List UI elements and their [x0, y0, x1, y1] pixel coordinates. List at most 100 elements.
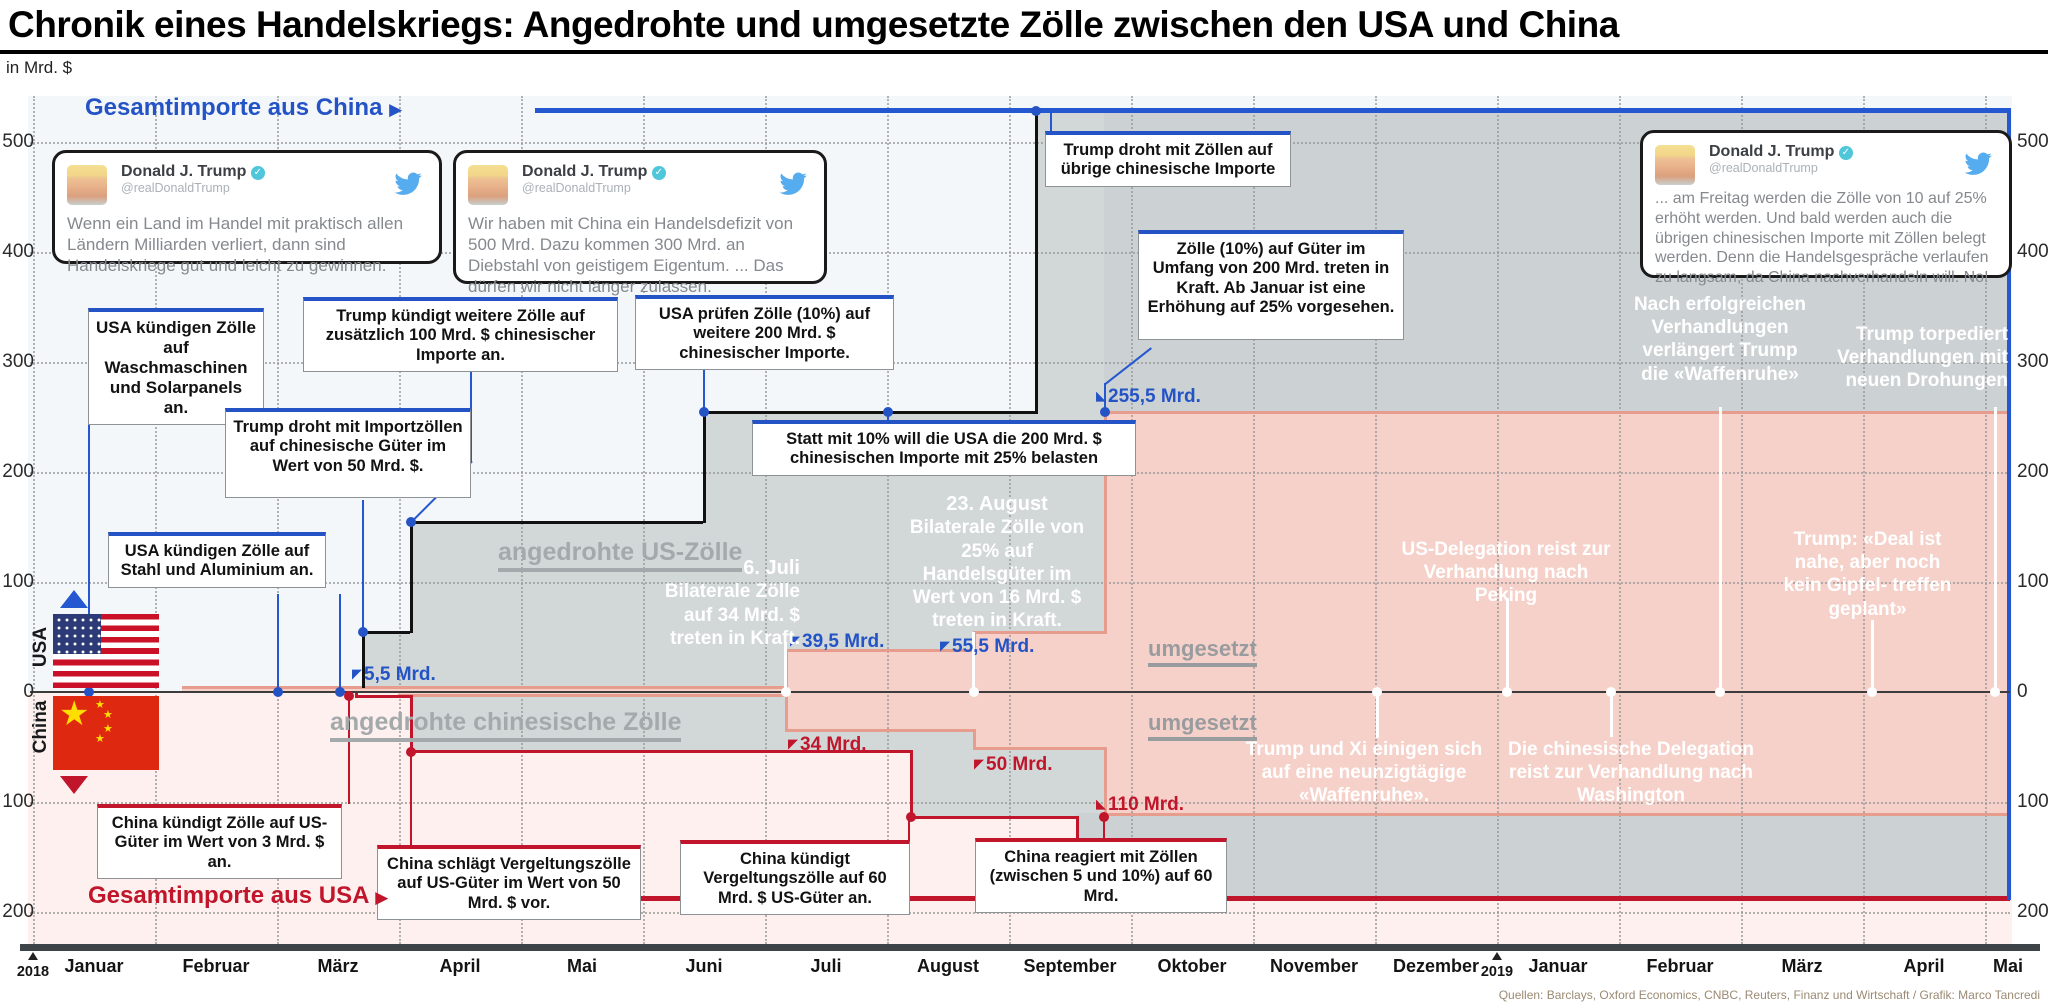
event-dot [1031, 106, 1041, 116]
month-label: April [439, 956, 481, 976]
axis-right-300: 300 [2017, 351, 2048, 372]
china-flag-icon: ★ ★ ★ ★ ★ [53, 695, 159, 770]
line-implemented-cn [785, 694, 788, 731]
label-threatened-cn: angedrohte chinesische Zölle [330, 708, 682, 742]
line-implemented-us [1104, 411, 1107, 634]
tweet-header: Donald J. Trump ✓ @realDonaldTrump [1709, 143, 1995, 185]
tweet-header: Donald J. Trump ✓ @realDonaldTrump [121, 163, 425, 205]
year-label-2018: 2018 [16, 964, 50, 980]
month-label: März [317, 956, 359, 976]
event-dot [1100, 407, 1110, 417]
month-label: Januar [1528, 956, 1588, 976]
area-implemented-us [1104, 411, 2010, 692]
value-label-39-5: ◤ 39,5 Mrd. [790, 631, 885, 652]
connector-blue [703, 352, 705, 411]
gridline-month [1131, 96, 1133, 944]
label-implemented-us: umgesetzt [1148, 636, 1257, 667]
area-implemented-us [182, 686, 785, 692]
note-200-in-force: Zölle (10%) auf Güter im Umfang von 200 … [1138, 230, 1404, 340]
line-threatened-cn [910, 750, 913, 818]
line-implemented-us [973, 631, 1104, 634]
year-marker-icon [28, 952, 38, 960]
connector-red [410, 752, 412, 845]
note-steel-aluminium: USA kündigen Zölle auf Stahl und Alumini… [108, 532, 326, 588]
axis-right-400: 400 [2017, 241, 2048, 262]
axis-right-500: 500 [2017, 131, 2048, 152]
value-label-34: ◤ 34 Mrd. [788, 734, 867, 755]
line-threatened-cn [910, 816, 1079, 819]
gridline-month [765, 96, 767, 944]
usa-flag-canton [53, 614, 101, 654]
line-implemented-cn [1104, 813, 2010, 816]
side-label-china: China [30, 700, 51, 754]
line-total-imports-china [535, 108, 2010, 113]
line-threatened-us [703, 411, 1038, 414]
connector-white [1506, 598, 1509, 692]
axis-left-100: 100 [2, 571, 34, 592]
event-dot [1715, 687, 1725, 697]
verified-icon: ✓ [651, 166, 666, 180]
legend-imports-china: Gesamtimporte aus China ▶ [85, 94, 403, 121]
line-implemented-cn [785, 729, 973, 732]
month-label: Mai [1992, 956, 2023, 976]
month-label: Oktober [1157, 956, 1227, 976]
connector-white [1994, 407, 1997, 692]
line-threatened-cn [355, 692, 358, 697]
year-marker-icon [1492, 952, 1502, 960]
axis-right-0: 0 [2017, 681, 2028, 702]
connector-red [908, 816, 910, 842]
triangle-marker: ◤ [788, 736, 798, 751]
event-dot [406, 747, 416, 757]
connector-blue [470, 353, 472, 461]
note-remaining-imports: Trump droht mit Zöllen auf übrige chines… [1045, 131, 1291, 187]
side-label-usa: USA [30, 626, 51, 668]
event-xi-truce: Trump und Xi einigen sich auf eine neunz… [1245, 739, 1483, 807]
line-implemented-cn [1104, 747, 1107, 815]
connector-blue [362, 500, 364, 631]
arrow-right-icon: ▶ [389, 100, 403, 119]
year-label-2019: 2019 [1480, 964, 1514, 980]
gridline-month [1375, 96, 1377, 944]
connector-red [348, 695, 350, 804]
gridline-month [1863, 96, 1865, 944]
tweet-author: Donald J. Trump [1709, 143, 1835, 160]
tweet-handle: @realDonaldTrump [1709, 161, 1818, 175]
axis-right-200: 200 [2017, 461, 2048, 482]
month-label: Mai [566, 956, 597, 976]
verified-icon: ✓ [250, 166, 265, 180]
tweet-card: Donald J. Trump ✓ @realDonaldTrump Wir h… [453, 150, 827, 296]
twitter-bird-icon [1959, 147, 1995, 182]
line-implemented-us [785, 649, 973, 652]
area-threatened-cn [1076, 813, 2010, 900]
month-label: Februar [1646, 956, 1714, 976]
area-threatened-cn [785, 729, 910, 750]
gridline-month [1253, 96, 1255, 944]
area-threatened-cn [910, 729, 973, 816]
tweet-header: Donald J. Trump ✓ @realDonaldTrump [522, 163, 810, 205]
gridline-value [30, 142, 2010, 144]
event-date: 23. August [946, 493, 1048, 515]
china-flag-star: ★ [95, 699, 105, 711]
axis-left-400: 400 [2, 241, 34, 262]
twitter-bird-icon [389, 167, 425, 202]
value-label-255-5: ◣ 255,5 Mrd. [1096, 386, 1201, 407]
value-label-5-5: ◤ 5,5 Mrd. [352, 664, 436, 685]
event-text: Bilaterale Zölle von 25% auf Handelsgüte… [909, 517, 1085, 632]
month-label: August [917, 956, 979, 976]
gridline-value [30, 802, 2010, 804]
event-dot [358, 627, 368, 637]
tweet-text: Wir haben mit China ein Handelsdefizit v… [468, 214, 794, 297]
event-dot [699, 407, 709, 417]
gridline-month [1985, 96, 1987, 944]
gridline-month [277, 96, 279, 944]
label-threatened-us: angedrohte US-Zölle [498, 538, 743, 572]
zero-line [30, 691, 2010, 693]
triangle-marker: ◤ [352, 666, 362, 681]
unit-label: in Mrd. $ [6, 58, 73, 77]
line-implemented-us [182, 686, 785, 689]
gridline-month [33, 96, 35, 944]
gridline-value [30, 582, 2010, 584]
event-dot [84, 687, 94, 697]
note-cn-react-60mrd: China reagiert mit Zöllen (zwischen 5 un… [975, 838, 1227, 914]
